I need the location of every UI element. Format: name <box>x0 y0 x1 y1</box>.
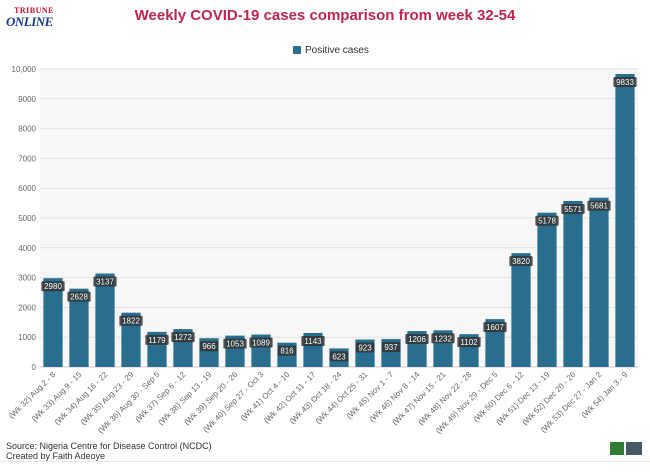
bar-value-label: 1272 <box>174 333 192 342</box>
bar-value-label-bg <box>199 341 219 352</box>
bar-value-label-bg <box>301 335 325 346</box>
bar <box>615 73 635 368</box>
bar-value-label: 1822 <box>122 317 140 326</box>
y-tick-label: 7000 <box>18 154 36 163</box>
y-tick-label: 4000 <box>18 244 36 253</box>
bar-value-label-bg <box>431 333 455 344</box>
bar-value-label-bg <box>509 256 533 267</box>
chart-legend[interactable]: Positive cases <box>293 43 369 57</box>
logo-text-bottom: ONLINE <box>6 14 53 29</box>
bar-value-label: 623 <box>332 352 346 361</box>
x-tick-label: (Wk 54) Jan 3 - 9 <box>580 370 630 420</box>
y-tick-label: 3000 <box>18 274 36 283</box>
y-tick-label: 1000 <box>18 333 36 342</box>
bar-value-label: 2628 <box>70 293 88 302</box>
logo-text-top: TRIBUNE <box>14 6 54 15</box>
bar-value-label: 923 <box>358 343 372 352</box>
bar <box>511 253 531 367</box>
bar-value-label: 1206 <box>408 335 426 344</box>
bar-value-label-bg <box>613 76 637 87</box>
bar <box>537 212 557 367</box>
bar-value-label-bg <box>535 215 559 226</box>
bar <box>43 278 63 367</box>
bar <box>563 200 583 367</box>
tribune-online-logo[interactable]: TRIBUNE ONLINE <box>6 6 53 34</box>
bar-value-label: 1053 <box>226 340 244 349</box>
legend-label: Positive cases <box>305 44 369 56</box>
bar-value-label: 1232 <box>434 334 452 343</box>
bar-value-label-bg <box>277 345 297 356</box>
bar-value-label-bg <box>483 322 507 333</box>
x-tick-label: (Wk 32) Aug 2 - 8 <box>7 370 58 421</box>
bar-value-label: 9833 <box>616 78 634 87</box>
bar-value-label: 3137 <box>96 278 114 287</box>
bar-value-label: 5178 <box>538 217 556 226</box>
y-tick-label: 5000 <box>18 214 36 223</box>
bar-value-label-bg <box>249 337 273 348</box>
bar <box>95 273 115 367</box>
bar-value-label-bg <box>223 338 247 349</box>
bar-chart: 0 1000 2000 3000 4000 5000 6000 7000 8000 9000 10,… <box>7 65 638 436</box>
y-tick-label: 8000 <box>18 125 36 134</box>
bar-value-label-bg <box>119 315 143 326</box>
bar <box>589 197 609 367</box>
x-tick-label: (Wk 45) Nov 1 - 7 <box>345 370 396 421</box>
bar-value-label: 1102 <box>460 338 478 347</box>
footer-divider <box>0 461 650 462</box>
y-tick-label: 9000 <box>18 95 36 104</box>
bar-value-label-bg <box>587 200 611 211</box>
bar-value-label: 2980 <box>44 282 62 291</box>
y-tick-label: 6000 <box>18 184 36 193</box>
bar-value-label-bg <box>381 342 401 353</box>
bar-value-label: 3820 <box>512 257 530 266</box>
bar-value-label-bg <box>145 334 169 345</box>
bar-value-label-bg <box>67 291 91 302</box>
bar-value-label-bg <box>93 276 117 287</box>
bar-value-label-bg <box>457 337 481 348</box>
bar-value-label: 966 <box>202 342 216 351</box>
y-tick-label: 10,000 <box>12 65 37 74</box>
chart-title: Weekly COVID-19 cases comparison from we… <box>134 7 516 24</box>
bar-value-label: 937 <box>384 343 398 352</box>
source-note: Source: Nigeria Centre for Disease Contr… <box>6 441 212 451</box>
bar-value-label-bg <box>41 281 65 292</box>
publisher-badge <box>610 442 644 455</box>
bar-value-label: 816 <box>280 347 294 356</box>
legend-swatch <box>293 46 301 54</box>
bar-value-label: 1143 <box>304 337 322 346</box>
bar-value-label: 5571 <box>564 205 582 214</box>
bar <box>121 312 141 367</box>
bar-value-label: 1089 <box>252 339 270 348</box>
bar-value-label-bg <box>329 351 349 362</box>
bar-value-label: 5681 <box>590 202 608 211</box>
bar-value-label: 1179 <box>148 336 166 345</box>
bar-value-label-bg <box>561 203 585 214</box>
y-tick-label: 2000 <box>18 303 36 312</box>
bar-value-label-bg <box>405 334 429 345</box>
bar <box>69 288 89 367</box>
bar-value-label-bg <box>171 332 195 343</box>
bar-value-label: 1607 <box>486 323 504 332</box>
bar-value-label-bg <box>355 342 375 353</box>
credit-note: Created by Faith Adeoye <box>6 451 106 461</box>
y-tick-label: 0 <box>32 363 37 372</box>
